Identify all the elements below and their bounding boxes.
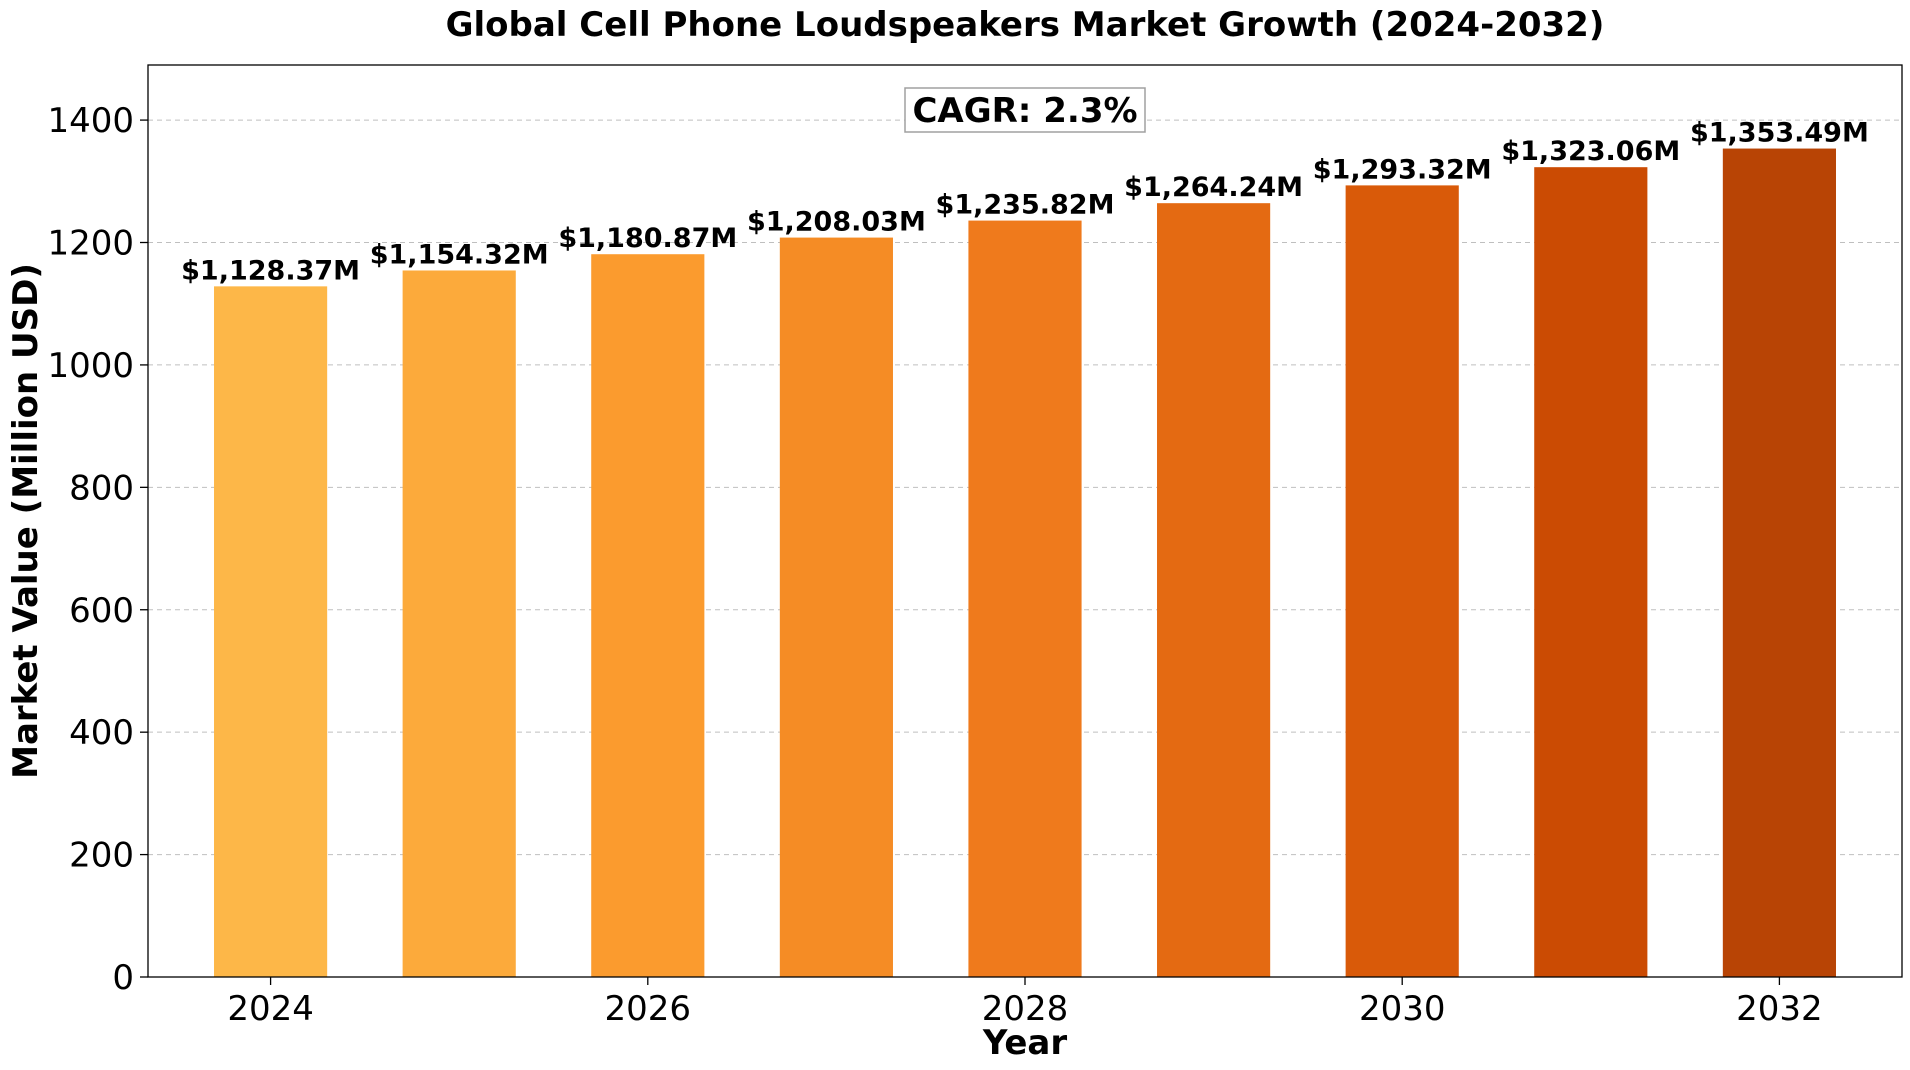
bar-2028 bbox=[968, 220, 1082, 978]
bar-value-label-2027: $1,208.03M bbox=[747, 207, 926, 238]
y-tick-label: 400 bbox=[69, 713, 134, 753]
bar-value-label-2025: $1,154.32M bbox=[370, 239, 549, 270]
y-tick-label: 1200 bbox=[47, 224, 134, 264]
bar-2032 bbox=[1722, 148, 1836, 977]
bar-value-label-2024: $1,128.37M bbox=[181, 255, 360, 286]
bar-2024 bbox=[214, 286, 328, 977]
bar-value-label-2026: $1,180.87M bbox=[558, 223, 737, 254]
bars bbox=[214, 148, 1836, 978]
y-tick-label: 0 bbox=[112, 958, 134, 998]
x-tick-label: 2028 bbox=[982, 989, 1069, 1029]
bar-value-labels: $1,128.37M $1,154.32M $1,180.87M $1,208.03M… bbox=[181, 118, 1869, 287]
x-axis-label: Year bbox=[982, 1023, 1068, 1063]
y-tick-label: 1000 bbox=[47, 346, 134, 386]
bar-value-label-2030: $1,293.32M bbox=[1313, 154, 1492, 185]
y-tick-label: 600 bbox=[69, 591, 134, 631]
chart-title: Global Cell Phone Loudspeakers Market Gr… bbox=[446, 5, 1605, 45]
y-tick-label: 1400 bbox=[47, 101, 134, 141]
x-axis-ticks: 2024 2026 2028 2030 2032 bbox=[227, 977, 1823, 1029]
bar-2025 bbox=[402, 270, 516, 977]
bar-2030 bbox=[1345, 185, 1459, 977]
y-axis-ticks: 0 200 400 600 800 1000 1200 1400 bbox=[47, 101, 148, 998]
y-tick-label: 200 bbox=[69, 836, 134, 876]
x-tick-label: 2024 bbox=[227, 989, 314, 1029]
x-tick-label: 2032 bbox=[1736, 989, 1823, 1029]
bar-value-label-2032: $1,353.49M bbox=[1690, 118, 1869, 149]
x-tick-label: 2030 bbox=[1359, 989, 1446, 1029]
bar-value-label-2028: $1,235.82M bbox=[936, 190, 1115, 221]
bar-value-label-2029: $1,264.24M bbox=[1124, 172, 1303, 203]
bar-2031 bbox=[1534, 167, 1648, 977]
y-axis-label: Market Value (Million USD) bbox=[6, 263, 46, 779]
bar-value-label-2031: $1,323.06M bbox=[1501, 136, 1680, 167]
bar-2027 bbox=[779, 237, 893, 977]
y-tick-label: 800 bbox=[69, 468, 134, 508]
bar-2026 bbox=[591, 254, 705, 977]
cagr-annotation: CAGR: 2.3% bbox=[904, 87, 1146, 133]
cagr-annotation-text: CAGR: 2.3% bbox=[912, 91, 1137, 131]
x-tick-label: 2026 bbox=[605, 989, 692, 1029]
bar-2029 bbox=[1157, 203, 1271, 978]
cagr-annotation-box bbox=[904, 87, 1146, 133]
